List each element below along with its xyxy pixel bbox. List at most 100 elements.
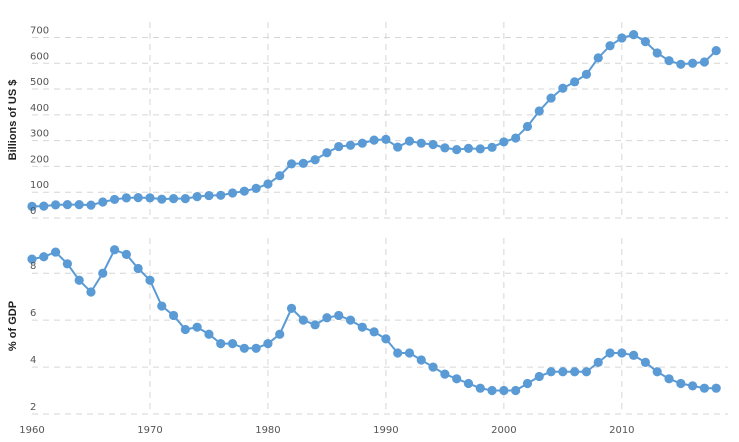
panel-0-series-0-point-1969 xyxy=(133,193,143,203)
xtick-label-5: 2010 xyxy=(609,425,634,436)
panel-0-series-0-point-1985 xyxy=(322,148,332,158)
panel-0-series-0-point-2013 xyxy=(652,48,662,58)
grid-layer xyxy=(32,22,728,415)
panel-0-series-0-point-1998 xyxy=(475,144,485,154)
panel-0-series-0-point-2015 xyxy=(676,59,686,69)
panel-0-series-0-point-1995 xyxy=(440,143,450,153)
panel-0-series-0-point-1961 xyxy=(39,201,49,211)
panel-1-series-0-point-2012 xyxy=(640,357,651,367)
panel-1-series-0-point-1996 xyxy=(452,374,462,384)
panel-0-series-0-point-1963 xyxy=(62,199,72,210)
panel-1-series-0-point-2001 xyxy=(511,385,521,396)
panel-1-series-0-point-2009 xyxy=(605,348,615,358)
xtick-label-0: 1960 xyxy=(19,425,44,436)
panel-0-series-0-point-1965 xyxy=(86,200,96,210)
panel-1-series-0-point-1985 xyxy=(322,313,332,323)
panel-0-series-0-point-1970 xyxy=(145,193,155,203)
panel-1-series-0-point-2005 xyxy=(558,367,568,377)
panel-0-series-0-point-1981 xyxy=(275,171,285,181)
panel-0-ylabel: Billions of US $ xyxy=(7,80,19,161)
panel-0-series-0-point-1976 xyxy=(216,190,226,200)
panel-0-series-0-point-1994 xyxy=(428,139,438,150)
panel-0-ytick-label-2: 200 xyxy=(30,154,49,165)
panel-1-series-0-point-1974 xyxy=(192,322,202,332)
panel-0-series-0-point-1967 xyxy=(109,194,120,205)
panel-1-ytick-label-3: 8 xyxy=(30,261,36,272)
panel-1-series-0-point-2013 xyxy=(652,367,662,377)
xtick-label-2: 1980 xyxy=(255,425,280,436)
panel-0-series-0-point-2001 xyxy=(511,133,521,143)
panel-0-ytick-label-3: 300 xyxy=(30,129,49,140)
panel-1-series-0-point-1981 xyxy=(275,329,285,339)
panel-0-series-0-point-1968 xyxy=(121,193,131,203)
panel-0-series-0-point-1966 xyxy=(98,197,108,207)
xtick-label-3: 1990 xyxy=(373,425,398,436)
panel-1-ytick-label-2: 6 xyxy=(30,308,36,319)
panel-0-series-0-point-2012 xyxy=(640,37,651,47)
panel-1-series-0-point-1977 xyxy=(227,339,238,349)
panel-1-ylabel: % of GDP xyxy=(7,301,19,351)
series-layer xyxy=(27,30,721,396)
panel-0-series-0-point-2014 xyxy=(664,56,674,66)
panel-0-series-0-point-2004 xyxy=(546,93,556,103)
panel-1-series-0-point-1982 xyxy=(286,303,297,313)
panel-1-series-0-point-1984 xyxy=(310,320,320,330)
panel-0-series-0-point-2009 xyxy=(605,41,615,51)
panel-1-series-0-point-1960 xyxy=(27,254,37,264)
panel-1-series-0-point-2016 xyxy=(688,381,698,391)
panel-0-series-0-point-1962 xyxy=(50,200,61,210)
panel-0-series-0-point-1997 xyxy=(463,143,474,153)
panel-0-series-0-point-1974 xyxy=(192,191,202,202)
panel-0-ytick-label-5: 500 xyxy=(30,77,49,88)
panel-1-series-0-point-1970 xyxy=(145,275,155,285)
panel-1-series-0-point-1978 xyxy=(239,343,249,353)
panel-1-series-0-point-1969 xyxy=(133,263,143,274)
panel-0-ytick-label-1: 100 xyxy=(30,180,49,191)
label-layer: 0 100 200 300 400 500 600 700 Billions of US $ 2 4… xyxy=(7,25,635,436)
panel-1-series-0-point-1964 xyxy=(74,275,84,285)
panel-1-series-0-point-1999 xyxy=(487,385,497,396)
panel-1-series-0-point-1980 xyxy=(263,339,273,349)
panel-0-series-0-line xyxy=(31,33,717,208)
panel-0-series-0-point-1992 xyxy=(404,136,415,146)
panel-0-series-0-point-1983 xyxy=(298,158,308,168)
panel-0-series-0-point-1972 xyxy=(168,194,179,204)
panel-0-series-0-point-1987 xyxy=(345,140,356,150)
panel-0-series-0-point-2010 xyxy=(617,33,627,43)
panel-1-series-0-point-2003 xyxy=(534,371,544,382)
panel-1-series-0-point-1983 xyxy=(298,315,308,325)
panel-0-series-0-point-1986 xyxy=(334,141,344,152)
panel-0-ytick-label-4: 400 xyxy=(30,103,49,114)
panel-1-series-0-point-1973 xyxy=(180,324,190,335)
panel-1-series-0-point-1994 xyxy=(428,362,438,372)
panel-1-series-0-point-1971 xyxy=(157,301,167,311)
panel-1-series-0-point-1987 xyxy=(345,315,356,325)
panel-1-series-0-point-1967 xyxy=(109,245,120,255)
panel-0-series-0-point-2006 xyxy=(570,77,580,87)
panel-1-series-0-point-1993 xyxy=(416,355,426,365)
panel-1-series-0-point-1961 xyxy=(39,252,49,262)
panel-1-series-0-point-2014 xyxy=(664,374,674,384)
panel-0-series-0-point-1980 xyxy=(263,179,273,189)
panel-1-series-0-point-2008 xyxy=(593,357,603,367)
panel-1-series-0-point-1991 xyxy=(393,348,403,358)
panel-0-series-0-point-1991 xyxy=(393,142,403,152)
panel-0-series-0-point-1999 xyxy=(487,142,497,152)
panel-1-series-0-point-1965 xyxy=(86,287,96,297)
panel-1-series-0-point-2004 xyxy=(546,367,556,377)
panel-1-series-0-point-1972 xyxy=(168,310,179,321)
panel-0-series-0-point-2008 xyxy=(593,53,603,63)
panel-0-series-0-point-2007 xyxy=(581,69,592,79)
panel-1-series-0-point-1975 xyxy=(204,329,214,339)
panel-0-series-0-point-1996 xyxy=(452,145,462,155)
panel-0-series-0-point-2011 xyxy=(629,30,639,40)
panel-0-series-0-point-1984 xyxy=(310,155,320,165)
panel-1-series-0-point-1968 xyxy=(121,249,131,260)
panel-1-ytick-label-0: 2 xyxy=(30,402,36,413)
panel-1-series-0-point-1966 xyxy=(98,268,108,278)
panel-1-series-0-point-2011 xyxy=(629,350,639,360)
panel-1-series-0-point-1992 xyxy=(404,348,415,358)
panel-1-series-0-point-1979 xyxy=(251,343,261,353)
panel-0-series-0-point-1960 xyxy=(27,201,37,211)
panel-1-ytick-label-1: 4 xyxy=(30,355,36,366)
